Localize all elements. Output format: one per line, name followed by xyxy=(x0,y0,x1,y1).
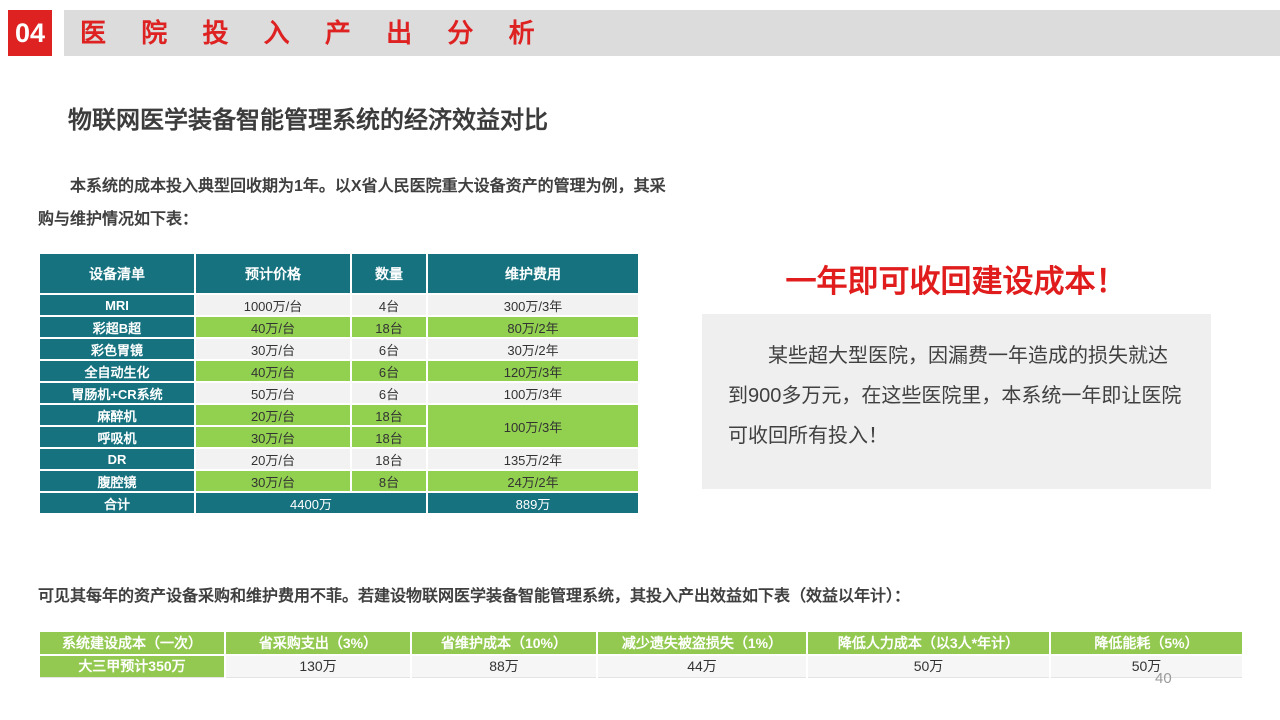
page-number: 40 xyxy=(1155,670,1172,687)
qty-cell: 6台 xyxy=(350,381,428,405)
equipment-header-cell: 设备清单 xyxy=(38,252,196,295)
equipment-header-cell: 数量 xyxy=(350,252,428,295)
maintenance-cell: 100万/3年 xyxy=(426,381,640,405)
benefit-cost-cell: 大三甲预计350万 xyxy=(38,654,226,678)
benefit-intro-paragraph: 可见其每年的资产设备采购和维护费用不菲。若建设物联网医学装备智能管理系统，其投入… xyxy=(38,588,911,605)
maintenance-cell: 300万/3年 xyxy=(426,293,640,317)
equipment-header-row: 设备清单 预计价格 数量 维护费用 xyxy=(38,252,640,295)
device-name-cell: 胃肠机+CR系统 xyxy=(38,381,196,405)
device-name-cell: MRI xyxy=(38,293,196,317)
equipment-row: 胃肠机+CR系统 50万/台 6台 100万/3年 xyxy=(38,381,640,405)
device-name-cell: 呼吸机 xyxy=(38,425,196,449)
price-cell: 30万/台 xyxy=(194,425,352,449)
benefit-value-cell: 50万 xyxy=(806,654,1051,678)
benefit-header-cell: 降低能耗（5%） xyxy=(1049,630,1244,656)
benefit-header-cell: 系统建设成本（一次） xyxy=(38,630,226,656)
benefit-header-cell: 省维护成本（10%） xyxy=(410,630,598,656)
qty-cell: 18台 xyxy=(350,447,428,471)
total-purchase-cell: 4400万 xyxy=(194,491,428,515)
benefit-header-row: 系统建设成本（一次） 省采购支出（3%） 省维护成本（10%） 减少遗失被盗损失（1%… xyxy=(38,630,1244,656)
maintenance-cell: 24万/2年 xyxy=(426,469,640,493)
equipment-row: 麻醉机 20万/台 18台 100万/3年 xyxy=(38,403,640,449)
price-cell: 50万/台 xyxy=(194,381,352,405)
benefit-header-cell: 省采购支出（3%） xyxy=(224,630,412,656)
maintenance-cell: 135万/2年 xyxy=(426,447,640,471)
qty-cell: 6台 xyxy=(350,337,428,361)
equipment-row: 彩色胃镜 30万/台 6台 30万/2年 xyxy=(38,337,640,361)
section-title-bar: 医 院 投 入 产 出 分 析 xyxy=(64,10,1280,56)
device-name-cell: 麻醉机 xyxy=(38,403,196,427)
qty-cell: 6台 xyxy=(350,359,428,383)
intro-paragraph: 本系统的成本投入典型回收期为1年。以X省人民医院重大设备资产的管理为例，其采购与… xyxy=(38,178,666,228)
price-cell: 20万/台 xyxy=(194,403,352,427)
maintenance-cell: 120万/3年 xyxy=(426,359,640,383)
equipment-table: 设备清单 预计价格 数量 维护费用 MRI 1000万/台 4台 300万/3年 彩超B超 40万… xyxy=(38,252,640,515)
price-cell: 1000万/台 xyxy=(194,293,352,317)
maintenance-cell: 80万/2年 xyxy=(426,315,640,339)
equipment-header-cell: 预计价格 xyxy=(194,252,352,295)
device-name-cell: 全自动生化 xyxy=(38,359,196,383)
note-box: 某些超大型医院，因漏费一年造成的损失就达到900多万元，在这些医院里，本系统一年… xyxy=(702,314,1211,489)
device-name-cell: 彩超B超 xyxy=(38,315,196,339)
device-name-cell: 腹腔镜 xyxy=(38,469,196,493)
equipment-row: 彩超B超 40万/台 18台 80万/2年 xyxy=(38,315,640,339)
benefit-header-cell: 降低人力成本（以3人*年计） xyxy=(806,630,1051,656)
equipment-row: MRI 1000万/台 4台 300万/3年 xyxy=(38,293,640,317)
price-cell: 40万/台 xyxy=(194,315,352,339)
benefit-value-cell: 44万 xyxy=(596,654,808,678)
equipment-total-row: 合计 4400万 889万 xyxy=(38,491,640,515)
section-title: 医 院 投 入 产 出 分 析 xyxy=(80,18,549,48)
total-maintenance-cell: 889万 xyxy=(426,491,640,515)
qty-cell: 18台 xyxy=(350,425,428,449)
benefit-value-cell: 88万 xyxy=(410,654,598,678)
section-number-badge: 04 xyxy=(8,10,52,56)
qty-cell: 4台 xyxy=(350,293,428,317)
benefit-table: 系统建设成本（一次） 省采购支出（3%） 省维护成本（10%） 减少遗失被盗损失（1%… xyxy=(38,630,1244,678)
equipment-row: 全自动生化 40万/台 6台 120万/3年 xyxy=(38,359,640,383)
qty-cell: 18台 xyxy=(350,403,428,427)
benefit-value-cell: 50万 xyxy=(1049,654,1244,678)
total-label-cell: 合计 xyxy=(38,491,196,515)
device-name-cell: DR xyxy=(38,447,196,471)
benefit-value-cell: 130万 xyxy=(224,654,412,678)
payback-headline: 一年即可收回建设成本！ xyxy=(785,264,1127,299)
price-cell: 30万/台 xyxy=(194,337,352,361)
equipment-header-cell: 维护费用 xyxy=(426,252,640,295)
price-cell: 40万/台 xyxy=(194,359,352,383)
qty-cell: 8台 xyxy=(350,469,428,493)
equipment-row: 腹腔镜 30万/台 8台 24万/2年 xyxy=(38,469,640,493)
equipment-row: DR 20万/台 18台 135万/2年 xyxy=(38,447,640,471)
qty-cell: 18台 xyxy=(350,315,428,339)
note-text: 某些超大型医院，因漏费一年造成的损失就达到900多万元，在这些医院里，本系统一年… xyxy=(728,345,1182,447)
benefit-header-cell: 减少遗失被盗损失（1%） xyxy=(596,630,808,656)
page-title: 物联网医学装备智能管理系统的经济效益对比 xyxy=(68,107,548,134)
device-name-cell: 彩色胃镜 xyxy=(38,337,196,361)
benefit-data-row: 大三甲预计350万 130万 88万 44万 50万 50万 xyxy=(38,654,1244,678)
price-cell: 20万/台 xyxy=(194,447,352,471)
maintenance-cell: 100万/3年 xyxy=(426,403,640,449)
equipment-row: 呼吸机 30万/台 18台 xyxy=(38,425,639,449)
maintenance-cell: 30万/2年 xyxy=(426,337,640,361)
price-cell: 30万/台 xyxy=(194,469,352,493)
